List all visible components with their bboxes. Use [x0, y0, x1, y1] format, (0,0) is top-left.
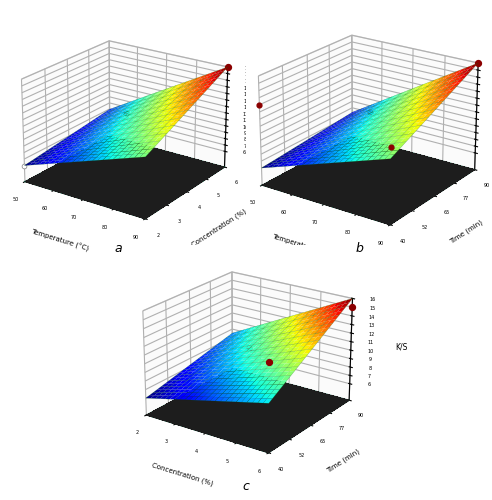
- Y-axis label: Concentration (%): Concentration (%): [190, 208, 247, 248]
- Text: a: a: [114, 242, 122, 256]
- Y-axis label: Time (min): Time (min): [325, 448, 361, 474]
- Y-axis label: Time (min): Time (min): [449, 218, 484, 244]
- X-axis label: Concentration (%): Concentration (%): [151, 462, 214, 486]
- X-axis label: Temperature (°C): Temperature (°C): [30, 228, 90, 252]
- X-axis label: Temperature (°C): Temperature (°C): [271, 232, 331, 257]
- Text: c: c: [243, 480, 249, 493]
- Text: b: b: [355, 242, 363, 256]
